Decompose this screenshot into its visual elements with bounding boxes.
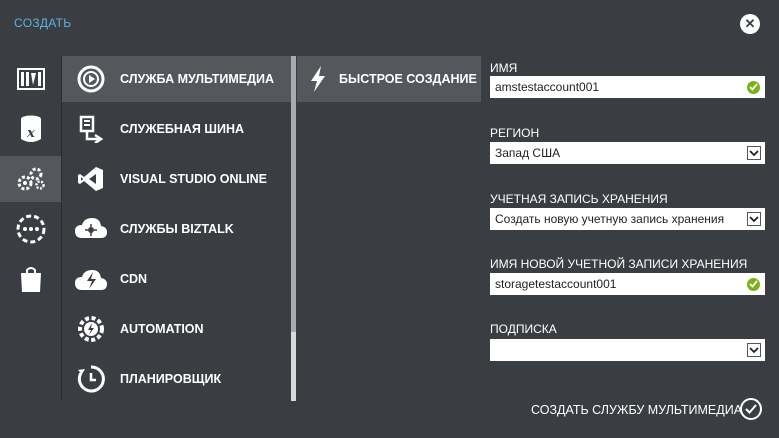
name-value: amstestaccount001 <box>495 80 600 94</box>
service-label: AUTOMATION <box>120 322 204 336</box>
svg-text:x: x <box>26 126 35 141</box>
region-label: РЕГИОН <box>490 126 540 140</box>
scrollbar-thumb[interactable] <box>291 332 296 401</box>
lightning-icon <box>311 66 325 92</box>
service-label: CDN <box>120 272 148 286</box>
submit-label[interactable]: СОЗДАТЬ СЛУЖБУ МУЛЬТИМЕДИА <box>531 403 743 417</box>
storage-name-label: ИМЯ НОВОЙ УЧЕТНОЙ ЗАПИСИ ХРАНЕНИЯ <box>490 257 748 271</box>
service-label: СЛУЖЕБНАЯ ШИНА <box>120 122 244 136</box>
chevron-down-icon <box>747 212 761 226</box>
service-label: СЛУЖБА МУЛЬТИМЕДИА <box>120 72 275 86</box>
category-item-store[interactable] <box>0 256 61 302</box>
cdn-cloud-icon <box>75 270 107 290</box>
create-mode-list: БЫСТРОЕ СОЗДАНИЕ <box>297 56 481 401</box>
service-item-service-bus[interactable]: СЛУЖЕБНАЯ ШИНА <box>62 106 292 152</box>
category-item-app-services[interactable] <box>0 156 61 202</box>
visual-studio-icon <box>78 167 103 191</box>
close-button[interactable]: ✕ <box>740 14 760 34</box>
scrollbar-track-fill <box>291 56 296 332</box>
name-label: ИМЯ <box>490 61 518 75</box>
submit-button[interactable] <box>740 398 762 420</box>
service-item-automation[interactable]: AUTOMATION <box>62 306 292 352</box>
category-item-other[interactable] <box>0 206 61 252</box>
scheduler-clock-icon <box>77 365 105 393</box>
service-label: VISUAL STUDIO ONLINE <box>120 172 268 186</box>
gears-icon <box>17 167 45 191</box>
close-icon: ✕ <box>744 16 756 31</box>
storage-name-field[interactable]: storagetestaccount001 <box>490 273 765 295</box>
category-item-data[interactable]: x <box>0 106 61 152</box>
service-item-media[interactable]: СЛУЖБА МУЛЬТИМЕДИА <box>62 56 292 102</box>
service-item-biztalk[interactable]: СЛУЖБЫ BIZTALK <box>62 206 292 252</box>
service-list: СЛУЖБА МУЛЬТИМЕДИА СЛУЖЕБНАЯ ШИНА VISUAL… <box>61 56 292 401</box>
database-x-icon: x <box>20 115 41 142</box>
automation-gear-icon <box>78 316 104 342</box>
subscription-select[interactable] <box>490 339 765 361</box>
checkmark-icon <box>745 404 757 414</box>
service-bus-icon <box>79 115 104 143</box>
storage-value: Создать новую учетную запись хранения <box>495 212 725 226</box>
storage-label: УЧЕТНАЯ ЗАПИСЬ ХРАНЕНИЯ <box>490 192 668 206</box>
more-dots-icon <box>16 214 45 244</box>
service-label: СЛУЖБЫ BIZTALK <box>120 222 234 236</box>
service-item-cdn[interactable]: CDN <box>62 256 292 302</box>
biztalk-cloud-icon <box>75 218 107 238</box>
service-item-visual-studio[interactable]: VISUAL STUDIO ONLINE <box>62 156 292 202</box>
chevron-down-icon <box>747 146 761 160</box>
storage-select[interactable]: Создать новую учетную запись хранения <box>490 208 765 230</box>
film-strip-icon <box>16 68 45 90</box>
category-list: x <box>0 56 61 401</box>
shopping-bag-icon <box>20 267 41 292</box>
chevron-down-icon <box>747 343 761 357</box>
name-field[interactable]: amstestaccount001 <box>490 76 765 98</box>
region-select[interactable]: Запад США <box>490 142 765 164</box>
region-value: Запад США <box>495 146 561 160</box>
dialog-title: СОЗДАТЬ <box>14 16 72 30</box>
storage-name-value: storagetestaccount001 <box>495 277 617 291</box>
service-label: ПЛАНИРОВЩИК <box>120 372 222 386</box>
valid-check-icon <box>747 80 760 94</box>
category-item-media[interactable] <box>0 56 61 102</box>
mode-label: БЫСТРОЕ СОЗДАНИЕ <box>339 72 477 86</box>
subscription-label: ПОДПИСКА <box>490 322 557 336</box>
service-item-scheduler[interactable]: ПЛАНИРОВЩИК <box>62 356 292 402</box>
valid-check-icon <box>747 277 760 291</box>
media-services-icon <box>77 65 105 93</box>
mode-item-quick-create[interactable]: БЫСТРОЕ СОЗДАНИЕ <box>297 56 481 102</box>
